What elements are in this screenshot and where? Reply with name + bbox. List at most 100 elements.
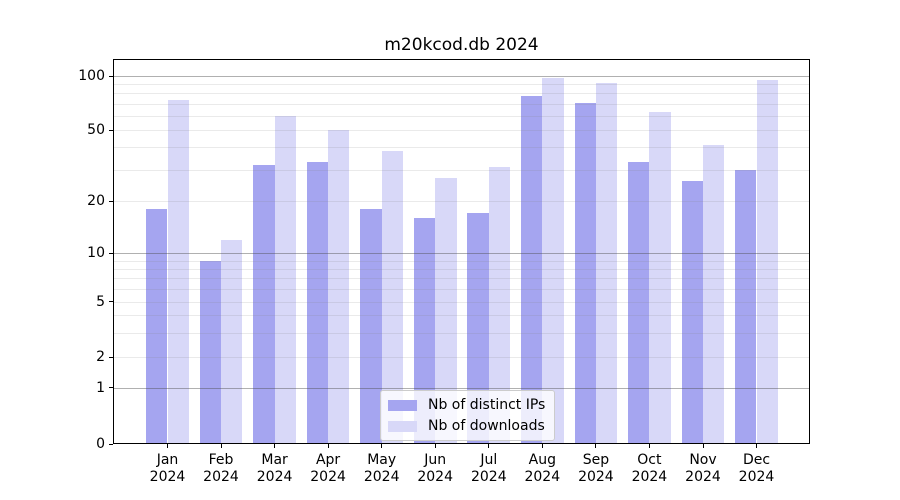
gridline-4 (113, 315, 810, 317)
gridline-80 (113, 93, 810, 95)
legend-label: Nb of distinct IPs (428, 397, 546, 413)
gridline-3 (113, 332, 810, 334)
x-tick-mark (756, 444, 757, 448)
gridline-6 (113, 289, 810, 290)
x-tick-label: Sep 2024 (564, 452, 628, 486)
bar-distinct-ips (520, 96, 543, 444)
legend-row: Nb of distinct IPs (388, 397, 545, 413)
x-tick-label-year: 2024 (578, 469, 614, 485)
bar-downloads (435, 177, 457, 444)
bar-distinct-ips (413, 217, 436, 444)
x-tick-label-year: 2024 (363, 469, 400, 485)
gridline-70 (113, 103, 810, 105)
bar-distinct-ips (146, 208, 168, 444)
bar-distinct-ips (306, 162, 329, 444)
bar-downloads (542, 77, 564, 444)
bar-distinct-ips (735, 169, 757, 444)
bar-downloads (167, 99, 189, 444)
gridline-90 (113, 84, 810, 86)
bar-distinct-ips (199, 260, 221, 444)
x-tick-label-month: Aug (528, 452, 556, 468)
x-tick-mark (488, 444, 490, 448)
y-tick-label: 10 (87, 245, 105, 262)
gridline-1 (113, 387, 810, 389)
y-tick-mark (109, 252, 113, 254)
x-tick-label-year: 2024 (149, 469, 186, 485)
x-tick-mark (595, 444, 597, 448)
x-tick-label-month: Jun (424, 452, 447, 468)
y-tick-mark (109, 75, 113, 77)
gridline-7 (113, 278, 810, 280)
x-tick-mark (648, 444, 650, 448)
x-tick-label-year: 2024 (524, 469, 561, 485)
x-tick-label-month: Feb (208, 452, 234, 468)
y-tick-mark (109, 129, 113, 131)
gridline-30 (113, 169, 810, 171)
y-tick-label: 100 (78, 68, 105, 84)
x-tick-label-year: 2024 (310, 469, 346, 485)
bar-downloads (381, 151, 404, 444)
y-tick-label: 0 (96, 436, 105, 452)
bar-downloads (649, 112, 671, 444)
bar-downloads (756, 80, 778, 444)
x-tick-label: Oct 2024 (617, 452, 681, 486)
gridline-20 (113, 201, 810, 202)
gridline-40 (113, 147, 810, 149)
x-tick-mark (702, 444, 704, 448)
y-tick-label: 1 (96, 379, 105, 396)
x-tick-label-year: 2024 (685, 469, 721, 485)
x-tick-label-month: Nov (689, 452, 717, 468)
plot-area (113, 59, 810, 444)
x-tick-label-month: Jul (480, 452, 498, 468)
gridline-100 (113, 76, 810, 77)
x-tick-label: May 2024 (350, 452, 414, 486)
legend-label: Nb of downloads (428, 418, 545, 434)
x-tick-mark (541, 444, 543, 448)
bar-downloads (703, 145, 725, 444)
bar-downloads (595, 83, 618, 444)
bar-downloads (328, 130, 350, 444)
gridline-2 (113, 357, 810, 359)
x-tick-label-month: May (367, 452, 397, 468)
y-tick-mark (109, 301, 113, 303)
y-tick-mark (109, 356, 113, 358)
y-tick-mark (109, 200, 113, 202)
gridline-10 (113, 253, 810, 255)
gridline-60 (113, 115, 810, 117)
x-tick-mark (327, 444, 329, 448)
bar-downloads (221, 239, 243, 444)
gridline-8 (113, 268, 810, 270)
x-tick-label: Nov 2024 (671, 452, 735, 486)
x-tick-label-month: Jan (156, 452, 179, 468)
x-tick-label: Jan 2024 (136, 452, 200, 486)
x-tick-label-month: Sep (582, 452, 610, 468)
x-tick-label: Dec 2024 (725, 452, 789, 486)
x-tick-label-month: Oct (637, 452, 662, 468)
x-tick-label: Apr 2024 (296, 452, 360, 486)
legend-row: Nb of downloads (388, 418, 545, 434)
x-tick-mark (167, 444, 168, 448)
gridline-50 (113, 130, 810, 131)
bar-distinct-ips (681, 180, 703, 444)
x-tick-label-year: 2024 (256, 469, 293, 485)
x-tick-mark (220, 444, 222, 448)
gridline-5 (113, 301, 810, 303)
x-tick-label-year: 2024 (417, 469, 453, 485)
x-tick-label-year: 2024 (470, 469, 507, 485)
x-tick-label-month: Dec (742, 452, 771, 468)
x-tick-label-month: Mar (261, 452, 288, 468)
y-tick-label: 5 (96, 293, 105, 310)
bar-distinct-ips (360, 208, 382, 444)
bar-downloads (274, 115, 296, 444)
x-tick-mark (381, 444, 383, 448)
bar-distinct-ips (467, 213, 489, 444)
y-tick-label: 20 (87, 193, 105, 209)
y-tick-label: 2 (96, 349, 105, 366)
y-tick-label: 50 (87, 122, 105, 138)
x-tick-label: Jul 2024 (457, 452, 521, 486)
x-tick-mark (274, 444, 276, 448)
gridline-9 (113, 260, 810, 262)
legend-swatch (388, 399, 417, 411)
x-tick-label: Aug 2024 (510, 452, 574, 486)
